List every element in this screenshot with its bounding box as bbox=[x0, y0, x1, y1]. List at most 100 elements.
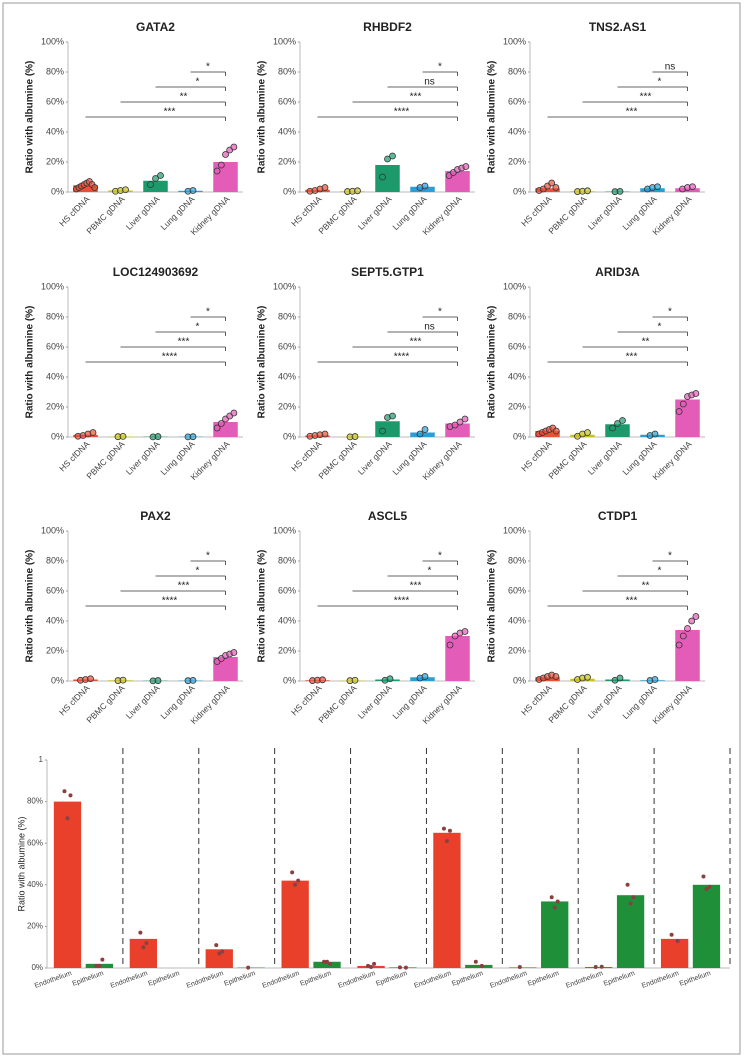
significance-label: **** bbox=[394, 596, 410, 607]
y-tick-label: 40% bbox=[278, 126, 296, 136]
data-point bbox=[518, 965, 522, 969]
significance-label: *** bbox=[626, 596, 638, 607]
data-point bbox=[422, 183, 428, 189]
y-tick-label: 60% bbox=[46, 341, 64, 351]
significance-label: * bbox=[196, 566, 200, 577]
y-tick-label: 100% bbox=[273, 281, 296, 291]
bar bbox=[675, 630, 700, 681]
y-tick-label: 40% bbox=[278, 615, 296, 625]
significance-label: * bbox=[668, 307, 672, 318]
y-tick-label: 1 bbox=[39, 755, 44, 764]
y-tick-label: 40% bbox=[46, 126, 64, 136]
y-tick-label: 40% bbox=[508, 615, 526, 625]
significance-label: * bbox=[196, 322, 200, 333]
data-point bbox=[352, 434, 358, 440]
y-tick-label: 0% bbox=[513, 186, 526, 196]
data-point bbox=[600, 965, 604, 969]
data-point bbox=[448, 829, 452, 833]
data-point bbox=[231, 650, 237, 656]
data-point bbox=[322, 185, 328, 191]
data-point bbox=[655, 184, 661, 190]
data-point bbox=[462, 629, 468, 635]
chart-title: SEPT5.GTP1 bbox=[351, 265, 424, 279]
data-point bbox=[369, 965, 373, 969]
chart-title: TNS2.AS1 bbox=[589, 20, 647, 34]
bar bbox=[433, 833, 460, 968]
significance-label: ns bbox=[424, 322, 435, 333]
data-point bbox=[380, 174, 386, 180]
y-tick-label: 40% bbox=[46, 615, 64, 625]
significance-label: *** bbox=[178, 581, 190, 592]
y-tick-label: 20% bbox=[508, 645, 526, 655]
y-tick-label: 0% bbox=[283, 186, 296, 196]
data-point bbox=[322, 431, 328, 437]
data-point bbox=[670, 933, 674, 937]
y-axis-label: Ratio with albumine (%) bbox=[257, 61, 268, 174]
data-point bbox=[550, 895, 554, 899]
y-tick-label: 0% bbox=[51, 186, 64, 196]
significance-label: *** bbox=[410, 337, 422, 348]
y-tick-label: 80% bbox=[278, 66, 296, 76]
data-point bbox=[155, 678, 161, 684]
data-point bbox=[214, 168, 220, 174]
data-point bbox=[685, 626, 691, 632]
significance-label: * bbox=[658, 77, 662, 88]
data-point bbox=[352, 677, 358, 683]
bar bbox=[281, 881, 308, 968]
y-axis-label: Ratio with albumine (%) bbox=[257, 306, 268, 419]
chart-title: ARID3A bbox=[595, 265, 640, 279]
data-point bbox=[585, 430, 591, 436]
y-tick-label: 80% bbox=[278, 311, 296, 321]
y-axis-label: Ratio with albumine (%) bbox=[25, 306, 36, 419]
data-point bbox=[141, 945, 145, 949]
data-point bbox=[158, 173, 164, 179]
data-point bbox=[325, 960, 329, 964]
significance-label: *** bbox=[164, 107, 176, 118]
data-point bbox=[231, 410, 237, 416]
bar bbox=[509, 967, 536, 968]
bar bbox=[54, 802, 81, 968]
significance-label: * bbox=[658, 322, 662, 333]
bar bbox=[375, 165, 400, 192]
data-point bbox=[462, 416, 468, 422]
significance-label: * bbox=[206, 551, 210, 562]
y-tick-label: 80% bbox=[508, 311, 526, 321]
significance-label: * bbox=[658, 566, 662, 577]
data-point bbox=[320, 677, 326, 683]
data-point bbox=[138, 931, 142, 935]
data-point bbox=[100, 958, 104, 962]
y-tick-label: 0% bbox=[513, 675, 526, 685]
y-tick-label: 80% bbox=[46, 311, 64, 321]
significance-label: ns bbox=[665, 62, 676, 73]
chart-title: PAX2 bbox=[140, 509, 171, 523]
data-point bbox=[676, 409, 682, 415]
data-point bbox=[693, 614, 699, 620]
chart-title: LOC124903692 bbox=[113, 265, 199, 279]
bar bbox=[143, 181, 168, 192]
y-axis-label: Ratio with albumine (%) bbox=[487, 550, 498, 663]
significance-label: *** bbox=[640, 92, 652, 103]
significance-label: **** bbox=[394, 352, 410, 363]
significance-label: *** bbox=[178, 337, 190, 348]
data-point bbox=[90, 430, 96, 436]
data-point bbox=[293, 883, 297, 887]
data-point bbox=[480, 964, 484, 968]
data-point bbox=[447, 642, 453, 648]
bar bbox=[130, 939, 157, 968]
data-point bbox=[676, 939, 680, 943]
y-axis-label: Ratio with albumine (%) bbox=[257, 550, 268, 663]
y-tick-label: 0% bbox=[283, 431, 296, 441]
data-point bbox=[88, 676, 94, 682]
y-tick-label: 100% bbox=[41, 525, 64, 535]
significance-label: ** bbox=[642, 581, 650, 592]
y-tick-label: 0% bbox=[513, 431, 526, 441]
bar bbox=[465, 965, 492, 968]
y-tick-label: 60% bbox=[46, 585, 64, 595]
data-point bbox=[92, 185, 98, 191]
data-point bbox=[120, 433, 126, 439]
significance-label: * bbox=[206, 307, 210, 318]
data-point bbox=[553, 674, 559, 680]
y-tick-label: 20% bbox=[508, 401, 526, 411]
data-point bbox=[65, 816, 69, 820]
